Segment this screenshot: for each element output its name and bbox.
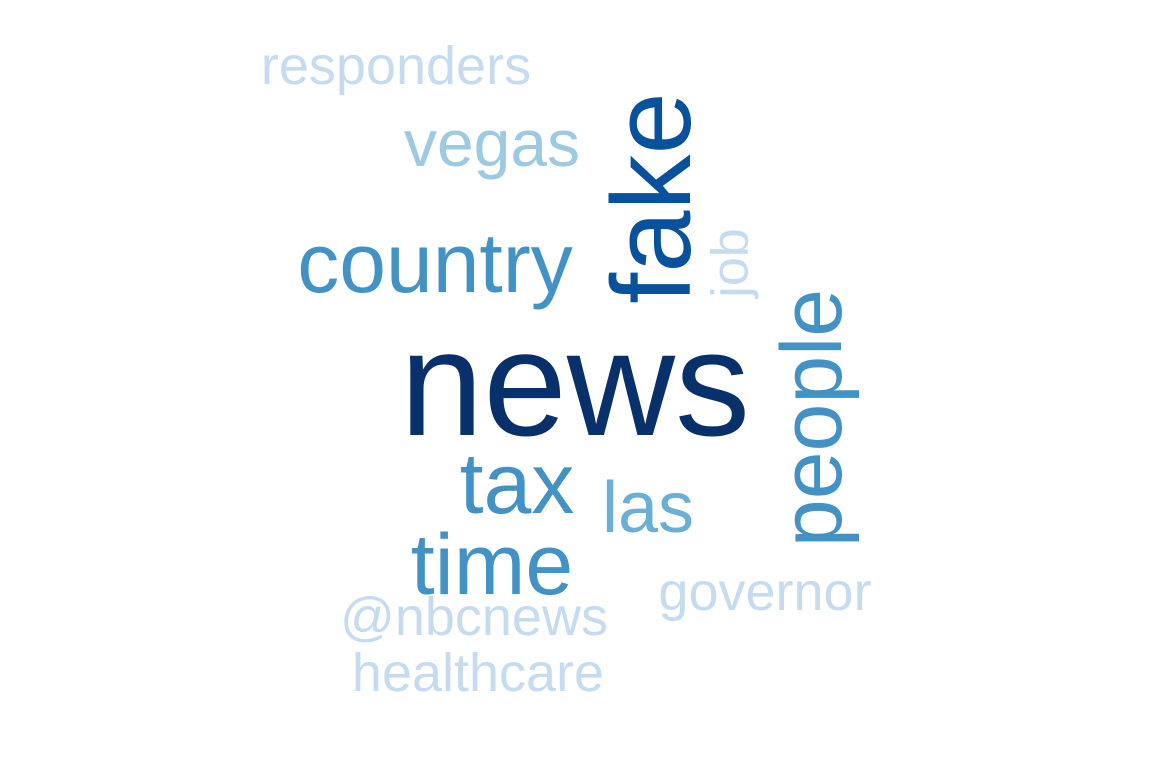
word-vegas: vegas [403, 106, 581, 180]
word-people: people [763, 288, 860, 548]
word-las: las [601, 468, 695, 548]
word-healthcare: healthcare [351, 643, 605, 703]
word-news: news [399, 299, 751, 467]
word-fake: fake [588, 92, 714, 304]
word-country: country [297, 216, 573, 310]
word-governor: governor [658, 562, 872, 622]
word-job: job [702, 228, 760, 298]
word-responders: responders [260, 36, 532, 96]
word-tax: tax [459, 436, 575, 532]
word-nbcnews: @nbcnews [340, 587, 608, 647]
word-time: time [410, 517, 574, 613]
